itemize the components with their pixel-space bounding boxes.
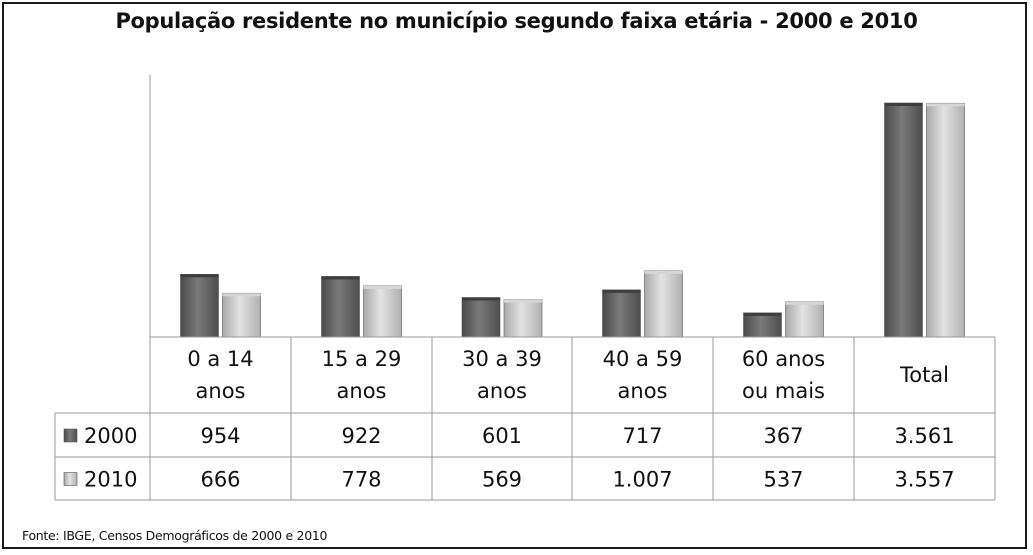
- category-label-4-1: ou mais: [742, 379, 825, 403]
- chart-title: População residente no município segundo…: [115, 9, 918, 33]
- bar-top-2010-1: [363, 285, 402, 289]
- value-label-2000-0: 954: [200, 424, 240, 448]
- bar-top-2010-2: [504, 299, 542, 303]
- bar-2010-3: [644, 270, 683, 338]
- bar-top-2000-4: [743, 312, 782, 316]
- legend-swatch-2000: [63, 428, 78, 443]
- category-label-2-0: 30 a 39: [462, 347, 542, 371]
- category-label-4-0: 60 anos: [742, 347, 825, 371]
- bar-2000-4: [743, 312, 782, 338]
- bar-top-2000-3: [602, 289, 641, 293]
- bar-2000-5: [884, 102, 923, 338]
- bar-2010-5: [926, 102, 965, 338]
- value-label-2000-5: 3.561: [894, 424, 954, 448]
- bar-2000-1: [321, 276, 360, 338]
- chart-frame: [2, 2, 1027, 549]
- category-label-0-1: anos: [196, 379, 246, 403]
- bar-top-2010-5: [926, 103, 965, 107]
- value-label-2010-0: 666: [200, 468, 240, 492]
- category-label-3-1: anos: [618, 379, 668, 403]
- bar-2000-2: [461, 297, 501, 338]
- bar-top-2000-2: [462, 297, 500, 301]
- bar-2000-3: [602, 289, 641, 338]
- value-label-2000-1: 922: [341, 424, 381, 448]
- category-label-3-0: 40 a 59: [603, 347, 683, 371]
- bar-top-2000-1: [321, 276, 360, 280]
- bar-2010-4: [785, 301, 824, 338]
- value-label-2010-2: 569: [482, 468, 522, 492]
- legend-swatch-2010: [63, 472, 78, 486]
- bar-top-2010-3: [644, 270, 683, 274]
- category-label-0-0: 0 a 14: [187, 347, 253, 371]
- legend-label-2000: 2000: [84, 424, 137, 448]
- bar-2000-0: [180, 274, 219, 338]
- bar-2010-2: [503, 299, 543, 338]
- bar-top-2010-0: [222, 293, 261, 297]
- bar-top-2010-4: [785, 301, 824, 305]
- value-label-2010-1: 778: [341, 468, 381, 492]
- chart-source: Fonte: IBGE, Censos Demográficos de 2000…: [22, 528, 328, 543]
- value-label-2010-4: 537: [763, 468, 803, 492]
- value-label-2000-3: 717: [622, 424, 662, 448]
- bar-top-2000-5: [884, 103, 923, 106]
- category-label-1-0: 15 a 29: [322, 347, 402, 371]
- bar-top-2000-0: [180, 274, 219, 278]
- value-label-2000-2: 601: [482, 424, 522, 448]
- category-label-5-0: Total: [899, 363, 949, 387]
- legend-label-2010: 2010: [84, 468, 137, 492]
- category-label-1-1: anos: [337, 379, 387, 403]
- bar-2010-1: [363, 285, 402, 338]
- category-label-2-1: anos: [477, 379, 527, 403]
- value-label-2000-4: 367: [763, 424, 803, 448]
- bar-2010-0: [222, 292, 261, 338]
- value-label-2010-3: 1.007: [612, 468, 672, 492]
- value-label-2010-5: 3.557: [894, 468, 954, 492]
